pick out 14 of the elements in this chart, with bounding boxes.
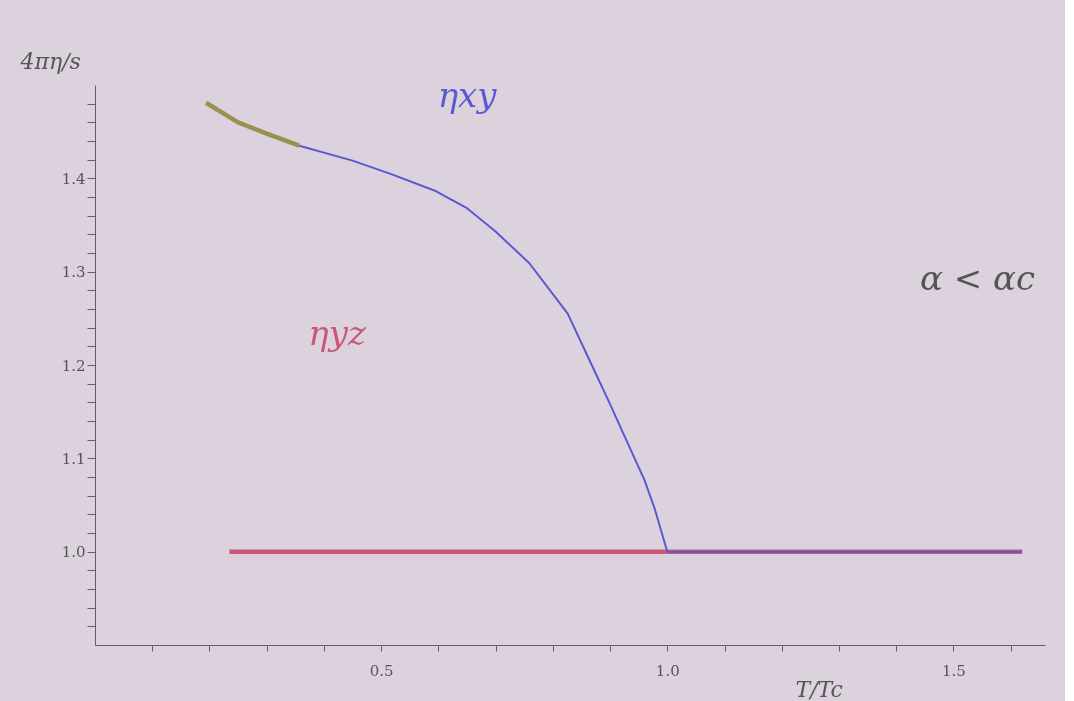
x-axis-title: T/Tc bbox=[795, 676, 843, 701]
line-series bbox=[203, 100, 302, 148]
x-tick-label: 1.5 bbox=[942, 661, 966, 680]
y-axis-title: 4πη/s bbox=[19, 48, 81, 74]
annotation: α < αc bbox=[919, 258, 1035, 298]
y-tick-label: 1.1 bbox=[61, 449, 86, 468]
x-tick-label: 1.0 bbox=[655, 661, 680, 680]
text: ηxy bbox=[437, 74, 498, 115]
y-tick-label: 1.0 bbox=[61, 543, 86, 562]
x-tick-label: 0.5 bbox=[369, 661, 394, 680]
y-tick-label: 1.4 bbox=[61, 169, 86, 188]
y-tick-label: 1.3 bbox=[61, 263, 86, 282]
text: ηyz bbox=[308, 312, 367, 353]
y-tick-label: 1.2 bbox=[61, 356, 86, 375]
